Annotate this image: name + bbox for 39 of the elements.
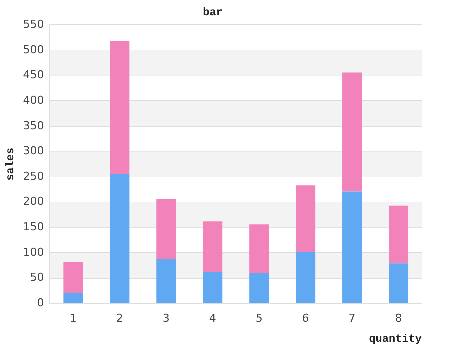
bar: [156, 260, 176, 304]
y-tick-label: 50: [30, 271, 44, 284]
bar: [389, 206, 409, 264]
x-tick-label: 8: [395, 312, 402, 326]
x-tick-label: 2: [116, 312, 124, 326]
bar: [203, 272, 223, 304]
y-tick-label: 100: [23, 246, 44, 259]
y-tick-label: 550: [23, 18, 44, 32]
x-axis-title: quantity: [369, 334, 422, 346]
x-tick-label: 6: [302, 312, 310, 326]
x-tick-label: 3: [162, 312, 170, 326]
bar: [342, 72, 362, 192]
x-tick-label: 7: [348, 312, 356, 326]
bar: [250, 224, 270, 274]
bar: [64, 293, 84, 304]
y-tick-label: 450: [23, 68, 44, 82]
bar: [296, 186, 316, 252]
bar: [389, 264, 409, 304]
chart-title: bar: [203, 7, 223, 20]
x-tick-label: 4: [209, 312, 216, 326]
bar: [110, 174, 130, 304]
y-tick-label: 400: [23, 94, 44, 107]
bar: [110, 41, 130, 175]
x-tick-label: 1: [70, 312, 77, 326]
bar: [250, 273, 270, 304]
bar: [64, 262, 84, 294]
y-tick-label: 0: [37, 296, 44, 310]
bar: [296, 252, 316, 304]
x-tick-label: 5: [256, 312, 263, 326]
bar: [342, 192, 362, 304]
y-tick-label: 250: [23, 170, 44, 183]
y-axis-title: sales: [5, 148, 18, 181]
y-tick-label: 200: [23, 195, 44, 208]
bar: [203, 222, 223, 272]
y-tick-label: 500: [23, 43, 44, 56]
y-tick-label: 300: [23, 144, 44, 158]
bar: [156, 199, 176, 260]
y-tick-label: 350: [23, 119, 44, 132]
y-tick-label: 150: [23, 220, 44, 234]
